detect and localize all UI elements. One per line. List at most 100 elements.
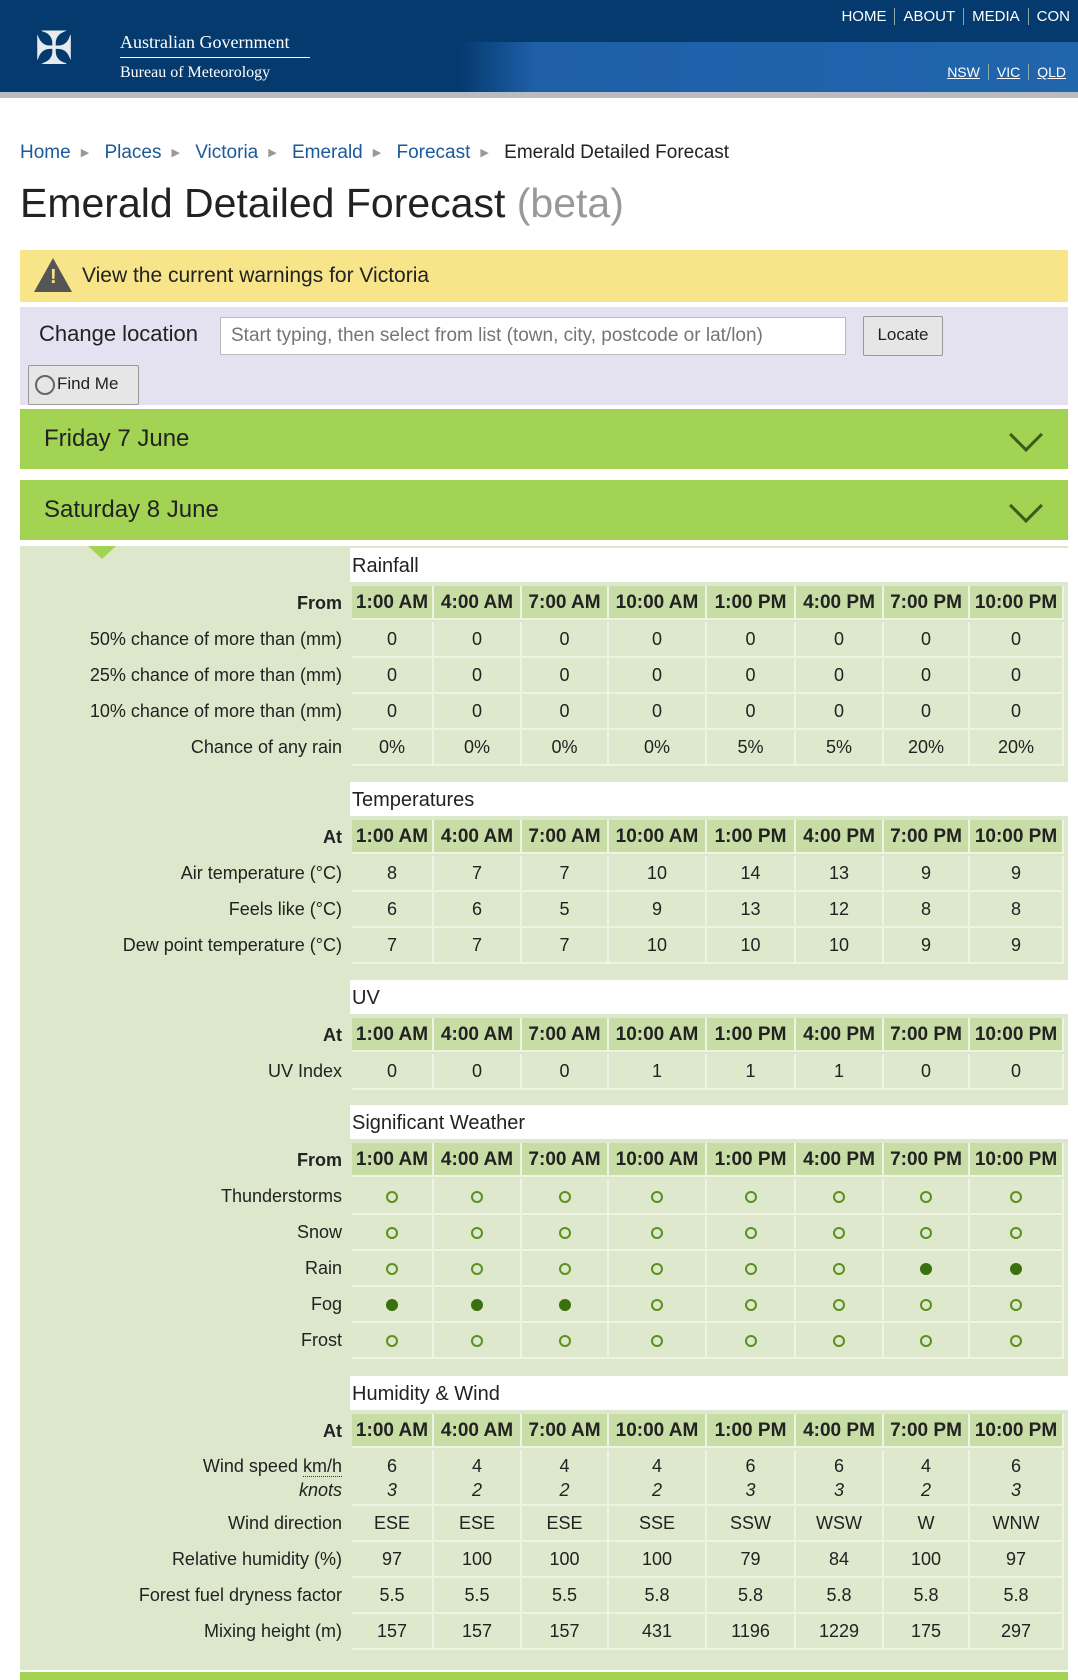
row-label: 10% chance of more than (mm) bbox=[89, 701, 342, 721]
nav-about[interactable]: ABOUT bbox=[894, 8, 964, 25]
data-row: Dew point temperature (°C) 7 7 7 10 10 10 9 9 bbox=[0, 928, 1078, 964]
time-header-cell: 1:00 PM bbox=[707, 1143, 796, 1177]
value-kmh: 6 bbox=[745, 1456, 756, 1476]
crumb-current: Emerald Detailed Forecast bbox=[504, 142, 730, 163]
data-cell bbox=[522, 1287, 609, 1323]
data-row: Mixing height (m) 157 157 157 431 1196 1229 175… bbox=[0, 1614, 1078, 1650]
time-header-cell: 1:00 PM bbox=[707, 820, 796, 854]
data-cell: 5.5 bbox=[352, 1578, 434, 1614]
data-cell bbox=[796, 1251, 884, 1287]
row-label: Fog bbox=[310, 1294, 342, 1314]
empty-circle-icon bbox=[386, 1263, 398, 1275]
nav-nsw[interactable]: NSW bbox=[947, 64, 980, 80]
coat-of-arms-logo[interactable]: ✠ bbox=[34, 22, 74, 74]
nav-media[interactable]: MEDIA bbox=[963, 8, 1028, 25]
find-me-button[interactable]: Find Me bbox=[28, 365, 139, 405]
next-day-header[interactable] bbox=[20, 1672, 1068, 1680]
row-label-text: Wind speed bbox=[202, 1456, 298, 1476]
data-cell: 100 bbox=[522, 1542, 609, 1578]
data-cell: 0 bbox=[434, 1054, 522, 1090]
data-cell bbox=[609, 1215, 707, 1251]
empty-circle-icon bbox=[833, 1299, 845, 1311]
nav-vic[interactable]: VIC bbox=[987, 64, 1029, 80]
data-cell: 0% bbox=[522, 730, 609, 766]
data-cell: 297 bbox=[970, 1614, 1064, 1650]
empty-circle-icon bbox=[833, 1335, 845, 1347]
data-cell: 100 bbox=[884, 1542, 970, 1578]
value-knots: 3 bbox=[745, 1480, 756, 1500]
data-cell: 5.5 bbox=[522, 1578, 609, 1614]
warnings-banner[interactable]: ! View the current warnings for Victoria bbox=[20, 250, 1068, 302]
section-title: Temperatures bbox=[350, 782, 1068, 816]
data-cell: 0 bbox=[352, 1054, 434, 1090]
empty-circle-icon bbox=[471, 1263, 483, 1275]
data-cell: 0 bbox=[609, 658, 707, 694]
data-cell: W bbox=[884, 1506, 970, 1542]
crumb-places[interactable]: Places bbox=[104, 142, 162, 163]
nav-home[interactable]: HOME bbox=[841, 8, 887, 25]
data-cell: 8 bbox=[352, 856, 434, 892]
time-header-cell: 4:00 PM bbox=[796, 1414, 884, 1448]
state-nav: NSW VIC QLD bbox=[939, 64, 1074, 80]
data-cell bbox=[970, 1179, 1064, 1215]
empty-circle-icon bbox=[1010, 1191, 1022, 1203]
unit-kmh[interactable]: km/h bbox=[302, 1456, 342, 1477]
crumb-victoria[interactable]: Victoria bbox=[195, 142, 259, 163]
data-cell bbox=[970, 1287, 1064, 1323]
nav-contact[interactable]: CON bbox=[1027, 8, 1078, 25]
row-label: Mixing height (m) bbox=[203, 1621, 342, 1641]
crumb-home[interactable]: Home bbox=[20, 142, 71, 163]
nav-qld[interactable]: QLD bbox=[1028, 64, 1074, 80]
bureau-name[interactable]: Bureau of Meteorology bbox=[120, 64, 271, 81]
data-cell: 79 bbox=[707, 1542, 796, 1578]
empty-circle-icon bbox=[558, 1335, 571, 1347]
time-header-cell: 10:00 PM bbox=[970, 1414, 1064, 1448]
row-label: UV Index bbox=[267, 1061, 342, 1081]
data-row: Wind speed km/h knots 6 3 4 2 4 2 4 2 6 3 6 3 4 2 6 3 bbox=[0, 1450, 1078, 1506]
day-header-friday[interactable]: Friday 7 June bbox=[20, 409, 1068, 469]
data-cell: 5.8 bbox=[707, 1578, 796, 1614]
data-cell: 0 bbox=[522, 1054, 609, 1090]
data-cell: 0 bbox=[970, 1054, 1064, 1090]
data-cell bbox=[796, 1287, 884, 1323]
data-cell bbox=[352, 1323, 434, 1359]
empty-circle-icon bbox=[471, 1191, 483, 1203]
data-cell: 0 bbox=[796, 694, 884, 730]
data-cell: 100 bbox=[434, 1542, 522, 1578]
beta-label: (beta) bbox=[516, 180, 624, 226]
crumb-forecast[interactable]: Forecast bbox=[396, 142, 471, 163]
row-label: Chance of any rain bbox=[190, 737, 342, 757]
empty-circle-icon bbox=[386, 1335, 398, 1347]
data-row: Forest fuel dryness factor 5.5 5.5 5.5 5.8 5.… bbox=[0, 1578, 1078, 1614]
crumb-emerald[interactable]: Emerald bbox=[291, 142, 363, 163]
data-row: Chance of any rain 0% 0% 0% 0% 5% 5% 20% 20% bbox=[0, 730, 1078, 766]
value-kmh: 6 bbox=[386, 1456, 397, 1476]
data-cell bbox=[970, 1215, 1064, 1251]
data-row: Relative humidity (%) 97 100 100 100 79 84 100 9… bbox=[0, 1542, 1078, 1578]
data-cell: 5.8 bbox=[970, 1578, 1064, 1614]
data-row: 50% chance of more than (mm) 0 0 0 0 0 0 0 0 bbox=[0, 622, 1078, 658]
data-cell: 7 bbox=[522, 856, 609, 892]
data-cell: 0 bbox=[522, 694, 609, 730]
data-cell: 9 bbox=[884, 928, 970, 964]
value-knots: 2 bbox=[471, 1480, 482, 1500]
data-cell bbox=[884, 1251, 970, 1287]
section-title: Significant Weather bbox=[350, 1105, 1068, 1139]
day-header-saturday[interactable]: Saturday 8 June bbox=[20, 480, 1068, 540]
time-header-cell: 4:00 PM bbox=[796, 586, 884, 620]
filled-circle-icon bbox=[920, 1263, 932, 1275]
data-cell: WSW bbox=[796, 1506, 884, 1542]
location-search-input[interactable] bbox=[220, 317, 846, 355]
value-kmh: 6 bbox=[1010, 1456, 1021, 1476]
row-label: Frost bbox=[300, 1330, 342, 1350]
time-header-cell: 10:00 PM bbox=[970, 1143, 1064, 1177]
locate-button[interactable]: Locate bbox=[863, 316, 943, 356]
data-row: Wind direction ESE ESE ESE SSE SSW WSW W WNW bbox=[0, 1506, 1078, 1542]
data-cell bbox=[609, 1179, 707, 1215]
warning-link[interactable]: View the current warnings for Victoria bbox=[82, 264, 430, 287]
data-cell: ESE bbox=[434, 1506, 522, 1542]
empty-circle-icon bbox=[558, 1191, 571, 1203]
value-kmh: 4 bbox=[651, 1456, 662, 1476]
filled-circle-icon bbox=[558, 1299, 571, 1311]
